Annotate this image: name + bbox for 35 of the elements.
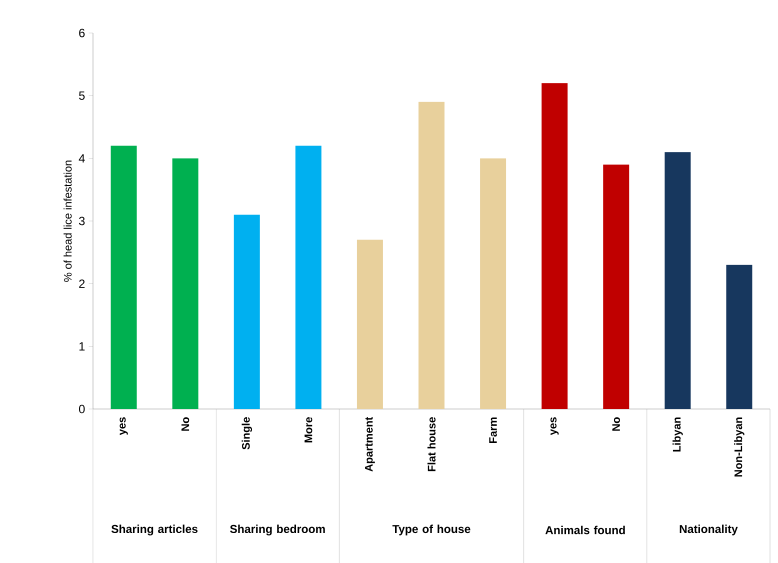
bar [603,164,630,409]
y-tick-label: 6 [79,28,85,38]
bar [110,146,137,409]
text: Nationality [680,524,738,536]
x-tick-label: Flat house [427,417,436,472]
y-tick-label: 5 [79,91,85,100]
bar [172,158,198,409]
x-tick-label: More [304,417,312,442]
x-tick-label: Single [242,417,252,450]
bar [234,214,260,409]
y-tick-label: 3 [78,216,85,226]
y-tick-label: 2 [79,279,85,288]
x-tick-label: Libyan [672,417,683,452]
y-axis-title: % of head lice infestation [64,160,72,282]
x-tick-label: Apartment [365,416,375,472]
bar [542,83,568,409]
x-tick-label: yes [550,417,559,436]
x-tick-label: No [181,417,190,431]
bar [356,240,383,409]
text: Sharing articles [111,524,198,536]
x-tick-label: No [612,417,620,431]
y-tick-label: 1 [79,342,85,350]
text: Animals found [545,526,625,534]
text: Type of house [392,524,470,536]
bar [295,146,322,409]
bar [664,152,691,409]
x-tick-label: Non-Libyan [734,417,744,477]
bar [726,264,752,409]
x-tick-label: yes [120,417,128,436]
y-tick-label: 4 [78,154,85,162]
bar [418,102,445,409]
bar [480,158,506,409]
y-tick-label: 0 [79,404,85,414]
x-tick-label: Farm [489,417,497,443]
text: Sharing bedroom [230,524,325,536]
